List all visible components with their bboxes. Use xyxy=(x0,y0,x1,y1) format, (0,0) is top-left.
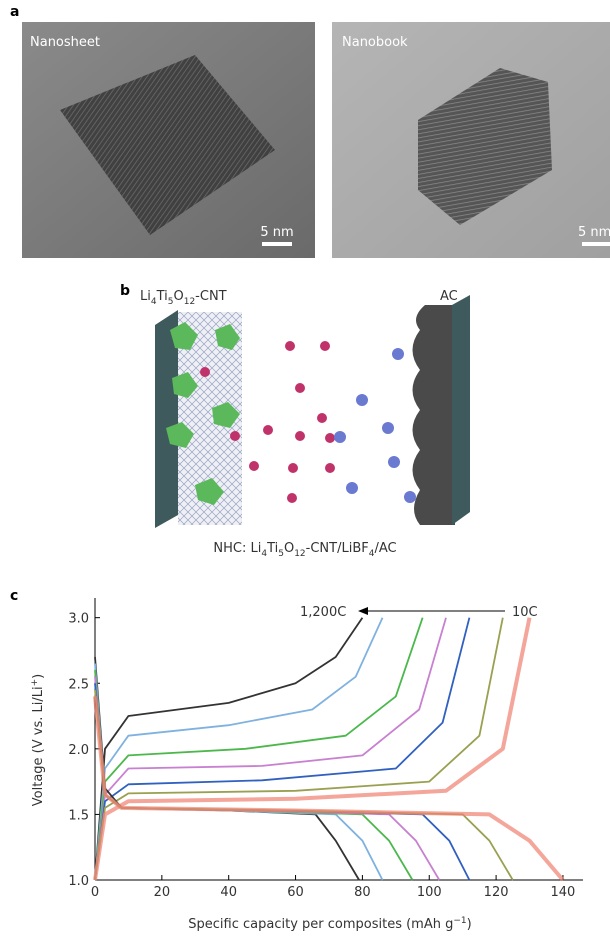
x-tick-label: 60 xyxy=(287,885,304,900)
curve xyxy=(93,696,565,882)
curve xyxy=(94,617,471,881)
nanobook xyxy=(418,68,552,225)
curve xyxy=(94,670,414,881)
panel-label: b xyxy=(120,283,130,299)
curve xyxy=(94,617,384,881)
cell-caption: NHC: Li4Ti5O12-CNT/LiBF4/AC xyxy=(213,541,396,559)
nanosheet xyxy=(60,55,275,235)
y-tick-label: 1.0 xyxy=(68,874,89,889)
activated-carbon xyxy=(412,305,455,525)
x-tick-label: 80 xyxy=(354,885,371,900)
scale-bar xyxy=(582,242,610,246)
x-tick-label: 140 xyxy=(551,885,576,900)
plot: 0 20 40 60 80 100 120 140 1.0 1.5 2.0 2.5 3.0 xyxy=(68,598,583,900)
x-tick-label: 20 xyxy=(154,885,171,900)
cathode-label: AC xyxy=(440,289,458,304)
y-tick-label: 2.0 xyxy=(68,743,89,758)
curve xyxy=(94,617,424,881)
arrow-head xyxy=(358,607,368,615)
panel-label: a xyxy=(10,4,19,20)
x-tick-label: 100 xyxy=(417,885,442,900)
x-axis-label: Specific capacity per composites (mAh g−… xyxy=(188,916,471,932)
y-axis-label: Voltage (V vs. Li/Li+) xyxy=(30,674,46,806)
x-tick-label: 120 xyxy=(484,885,509,900)
scale-label: 5 nm xyxy=(260,225,293,240)
y-tick-label: 1.5 xyxy=(68,808,89,823)
current-collector xyxy=(452,295,470,525)
scale-label: 5 nm xyxy=(578,225,610,240)
li-ions xyxy=(200,341,335,503)
anode-label: Li4Ti5O12-CNT xyxy=(140,289,227,307)
annotation: 10C xyxy=(512,605,538,620)
panel-label: c xyxy=(10,588,18,604)
curve xyxy=(94,617,447,881)
lto-clusters xyxy=(166,322,240,505)
x-tick-label: 40 xyxy=(220,885,237,900)
bf4-ions xyxy=(334,348,426,503)
curve xyxy=(94,617,504,881)
annotation: 1,200C xyxy=(300,605,346,620)
y-tick-label: 3.0 xyxy=(68,612,89,627)
scale-bar xyxy=(262,242,292,246)
current-collector xyxy=(155,310,178,528)
image-label: Nanosheet xyxy=(30,35,100,50)
curve xyxy=(94,689,514,881)
x-tick-label: 0 xyxy=(91,885,99,900)
curve xyxy=(94,676,441,881)
curve xyxy=(94,617,364,881)
image-label: Nanobook xyxy=(342,35,408,50)
curve xyxy=(93,617,532,881)
y-tick-label: 2.5 xyxy=(68,677,89,692)
